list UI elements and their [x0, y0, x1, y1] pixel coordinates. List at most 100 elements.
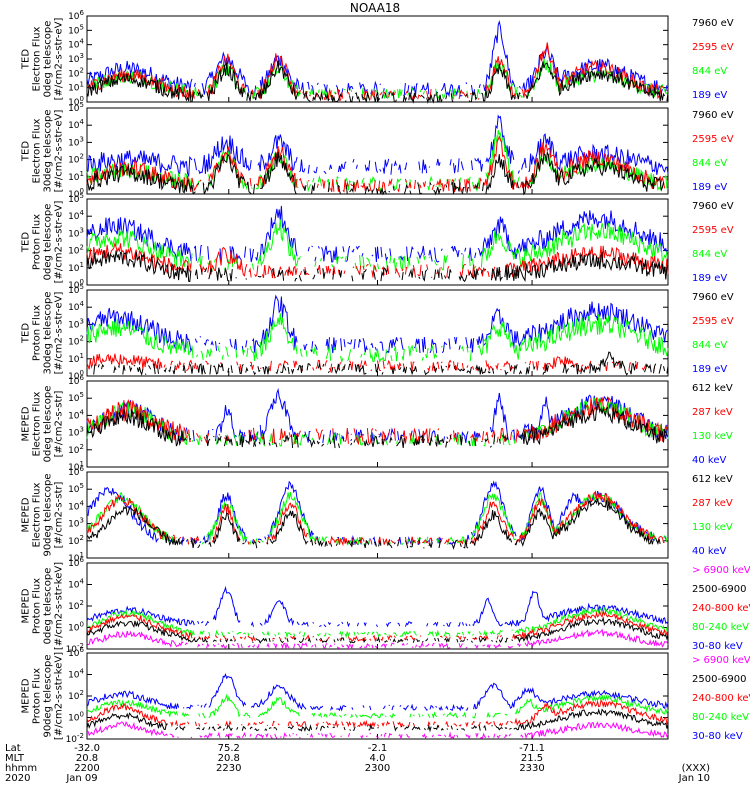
x-row-label: Lat: [5, 743, 21, 754]
y-tick-label: 103: [68, 52, 84, 65]
y-tick-label: 101: [68, 460, 84, 473]
legend-entry: 130 keV: [692, 522, 733, 533]
y-tick-label: 106: [68, 374, 84, 387]
legend-entry: 189 eV: [692, 182, 727, 193]
y-tick-label: 103: [68, 517, 84, 530]
series-612-kev: [86, 403, 669, 449]
y-tick-label: 106: [68, 556, 84, 569]
y-tick-label: 105: [68, 391, 84, 404]
y-tick-label: 106: [68, 646, 84, 659]
series--6900-kev: [86, 720, 669, 740]
legend-entry: > 6900 keV: [692, 655, 750, 666]
series-287-kev: [86, 490, 669, 547]
series-240-800-kev: [86, 609, 669, 643]
y-tick-label: 104: [68, 668, 84, 681]
legend-entry: 2595 eV: [692, 225, 734, 236]
y-axis-label-line: Electron Flux: [32, 118, 43, 183]
y-tick-label: 102: [68, 689, 84, 702]
y-tick-label: 101: [68, 81, 84, 94]
series-7960-ev: [93, 351, 669, 376]
y-axis-label-line: TED: [21, 141, 32, 162]
series-2500-6900: [86, 616, 669, 644]
series-2595-ev: [86, 42, 669, 101]
y-tick-label: 104: [68, 300, 84, 313]
legend-entry: 2595 eV: [692, 134, 734, 145]
x-tick-mlt: 20.8: [218, 753, 240, 764]
y-axis-label-line: [#/cm2-s-str]: [54, 481, 65, 548]
legend-entry: 844 eV: [692, 66, 727, 77]
y-tick-label: 105: [68, 192, 84, 205]
figure-title: NOAA18: [350, 1, 400, 15]
legend-entry: 40 keV: [692, 546, 726, 557]
legend-entry: 7960 eV: [692, 18, 734, 29]
series-189-ev: [86, 205, 669, 264]
panel-ted-proton-0deg: 100 101 102 103 104 105 TED Proton Flux 0deg tel…: [21, 192, 734, 291]
y-tick-label: 101: [68, 261, 84, 274]
x-tick-hhmm: 2330: [519, 763, 544, 774]
y-tick-label: 105: [68, 283, 84, 296]
panel-frame: [86, 15, 669, 103]
legend-entry: 287 keV: [692, 498, 733, 509]
series-30-80-kev: [86, 672, 669, 712]
y-tick-label: 10-2: [66, 642, 84, 655]
y-tick-label: 100: [68, 621, 84, 634]
x-row-label: 2020: [5, 773, 30, 784]
y-tick-label: 100: [68, 187, 84, 200]
y-tick-label: 10-2: [66, 732, 84, 745]
x-row-label: MLT: [5, 753, 25, 764]
x-tick-hhmm: (XXX): [682, 763, 710, 774]
y-axis-label-line: Proton Flux: [32, 305, 43, 361]
y-tick-label: 104: [68, 209, 84, 222]
y-tick-label: 100: [68, 369, 84, 382]
legend-entry: 844 eV: [692, 340, 727, 351]
y-tick-label: 102: [68, 244, 84, 257]
y-axis-label-line: MEPED: [21, 406, 32, 441]
y-tick-label: 102: [68, 599, 84, 612]
legend-entry: 612 keV: [692, 383, 733, 394]
y-axis-label-line: 0deg telescope: [43, 21, 54, 98]
legend-entry: 189 eV: [692, 90, 727, 101]
panel-frame: [86, 652, 669, 740]
y-tick-label: 103: [68, 317, 84, 330]
legend-entry: 240-800 keV: [692, 603, 750, 614]
y-axis-label-line: MEPED: [21, 678, 32, 713]
y-tick-label: 104: [68, 408, 84, 421]
y-axis-label-line: [#/cm2-s-str-keV]: [54, 652, 65, 740]
x-tick-lat: -32.0: [74, 743, 100, 754]
x-tick-hhmm: 2230: [216, 763, 241, 774]
series-2500-6900: [86, 708, 669, 733]
panel-frame: [86, 380, 669, 468]
series-80-240-kev: [86, 693, 669, 720]
y-tick-label: 105: [68, 23, 84, 36]
y-axis-label-line: Proton Flux: [32, 668, 43, 724]
legend-entry: 30-80 keV: [692, 641, 743, 652]
legend-entry: 287 keV: [692, 407, 733, 418]
y-axis-label-line: 90deg telescope: [43, 473, 54, 556]
y-axis-label-line: Electron Flux: [32, 482, 43, 547]
legend-entry: 844 eV: [692, 249, 727, 260]
y-tick-label: 106: [68, 9, 84, 22]
legend-entry: 2500-6900: [692, 584, 747, 595]
series-287-kev: [86, 396, 669, 446]
x-tick-mlt: 21.5: [521, 753, 543, 764]
y-tick-label: 101: [68, 170, 84, 183]
legend-entry: 2595 eV: [692, 42, 734, 53]
x-tick-hhmm: 2300: [365, 763, 390, 774]
y-axis-label-line: MEPED: [21, 497, 32, 532]
y-axis-label-line: TED: [21, 232, 32, 253]
y-axis-label-line: Electron Flux: [32, 391, 43, 456]
series-30-80-kev: [86, 585, 669, 628]
legend-entry: 80-240 keV: [692, 622, 749, 633]
y-tick-label: 103: [68, 426, 84, 439]
legend-entry: 7960 eV: [692, 292, 734, 303]
y-tick-label: 101: [68, 551, 84, 564]
y-tick-label: 101: [68, 352, 84, 365]
y-tick-label: 104: [68, 38, 84, 51]
series-240-800-kev: [86, 699, 669, 729]
x-tick-date: Jan 09: [65, 773, 97, 784]
legend-entry: 2500-6900: [692, 674, 747, 685]
x-tick-mlt: 20.8: [76, 753, 98, 764]
series-7960-ev: [86, 250, 669, 283]
